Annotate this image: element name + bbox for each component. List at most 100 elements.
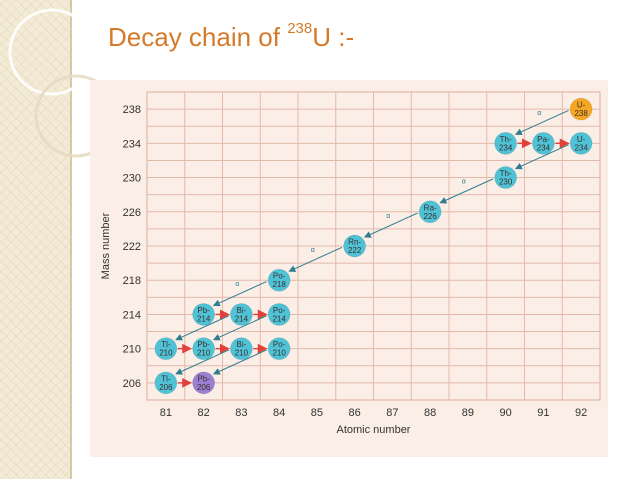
nuclide-node: Pa-234 (531, 131, 555, 155)
alpha-decay-arrow (175, 315, 230, 341)
y-tick-label: 210 (123, 344, 141, 356)
nuclide-node: Po-210 (267, 337, 291, 361)
x-tick-label: 91 (537, 407, 549, 419)
nuclide-circle (267, 268, 291, 292)
y-tick-label: 230 (123, 173, 141, 185)
alpha-decay-arrow (439, 178, 494, 204)
nuclide-mass: 210 (272, 349, 286, 358)
y-tick-label: 214 (123, 309, 141, 321)
nuclide-mass: 234 (499, 143, 513, 152)
nuclide-circle (494, 131, 518, 155)
nuclide-circle (569, 97, 593, 121)
nuclide-mass: 234 (537, 143, 551, 152)
nuclide-mass: 214 (272, 314, 286, 323)
nuclide-symbol: Bi- (236, 340, 246, 349)
nuclide-symbol: Tl- (161, 340, 171, 349)
nuclide-circle (267, 302, 291, 326)
alpha-label: α (537, 110, 541, 117)
nuclide-mass: 210 (197, 349, 211, 358)
x-tick-label: 90 (500, 407, 512, 419)
nuclide-circle (343, 234, 367, 258)
nuclide-node: Ra-226 (418, 200, 442, 224)
y-tick-label: 226 (123, 207, 141, 219)
nuclide-node: Tl-206 (154, 371, 178, 395)
y-tick-label: 234 (123, 138, 141, 150)
alpha-label: α (235, 281, 239, 288)
alpha-decay-arrow (175, 349, 230, 375)
nuclide-mass: 218 (272, 280, 286, 289)
alpha-decay-arrow (363, 212, 418, 238)
nuclide-node: Bi-210 (229, 337, 253, 361)
nuclide-node: Rn-222 (343, 234, 367, 258)
y-tick-label: 206 (123, 378, 141, 390)
alpha-label: α (311, 247, 315, 254)
nuclide-node: Pb-214 (192, 302, 216, 326)
x-tick-label: 81 (160, 407, 172, 419)
nuclide-symbol: Po- (273, 306, 286, 315)
nuclide-circle (192, 337, 216, 361)
x-tick-label: 82 (198, 407, 210, 419)
x-tick-label: 84 (273, 407, 285, 419)
nuclide-node: Po-218 (267, 268, 291, 292)
nuclide-mass: 222 (348, 246, 362, 255)
nuclide-mass: 206 (197, 383, 211, 392)
nuclide-circle (569, 131, 593, 155)
alpha-decay-arrow (212, 349, 267, 375)
nuclide-node: Th-230 (494, 166, 518, 190)
nuclide-node: U-234 (569, 131, 593, 155)
alpha-decay-arrow (212, 281, 267, 307)
strip-border (70, 0, 72, 479)
nuclide-symbol: Tl- (161, 374, 171, 383)
slide-title: Decay chain of 238U :- (108, 20, 355, 52)
nuclide-symbol: Pb- (197, 306, 210, 315)
nuclide-symbol: Pa- (537, 135, 550, 144)
nuclide-node: Po-214 (267, 302, 291, 326)
nuclide-circle (192, 371, 216, 395)
nuclide-node: Pb-206 (192, 371, 216, 395)
nuclide-mass: 214 (197, 314, 211, 323)
x-tick-label: 87 (386, 407, 398, 419)
nuclide-node: Th-234 (494, 131, 518, 155)
alpha-decay-arrow (288, 246, 343, 272)
y-tick-label: 222 (123, 241, 141, 253)
nuclide-circle (229, 302, 253, 326)
nuclide-node: U-238 (569, 97, 593, 121)
x-axis-label: Atomic number (337, 424, 411, 436)
title-mass-superscript: 238 (287, 20, 313, 37)
nuclide-mass: 210 (235, 349, 249, 358)
nuclide-symbol: Th- (500, 169, 512, 178)
nuclide-mass: 206 (159, 383, 173, 392)
nuclide-symbol: Th- (500, 135, 512, 144)
nuclide-circle (531, 131, 555, 155)
nuclide-symbol: U- (577, 101, 586, 110)
nuclide-mass: 214 (235, 314, 249, 323)
x-tick-label: 85 (311, 407, 323, 419)
nuclide-symbol: Bi- (236, 306, 246, 315)
x-tick-label: 83 (235, 407, 247, 419)
alpha-decay-arrow (514, 109, 569, 136)
nuclide-circle (154, 337, 178, 361)
nuclide-symbol: Pb- (197, 340, 210, 349)
nuclide-node: Tl-210 (154, 337, 178, 361)
decay-chain-chart: αααααααααα U-238Th-234Pa-234U-234Th-230R… (100, 91, 601, 436)
nuclide-node: Pb-210 (192, 337, 216, 361)
nuclide-circle (267, 337, 291, 361)
nuclide-circle (192, 302, 216, 326)
nuclide-mass: 234 (574, 143, 588, 152)
nuclide-mass: 226 (423, 212, 437, 221)
x-tick-label: 88 (424, 407, 436, 419)
x-tick-label: 89 (462, 407, 474, 419)
x-tick-label: 86 (349, 407, 361, 419)
y-axis-label: Mass number (100, 212, 112, 279)
nuclide-mass: 230 (499, 178, 513, 187)
decay-chain-figure: αααααααααα U-238Th-234Pa-234U-234Th-230R… (90, 80, 608, 457)
alpha-decay-arrow (514, 144, 569, 170)
nuclide-mass: 238 (574, 109, 588, 118)
nuclide-circle (154, 371, 178, 395)
nuclide-symbol: Ra- (424, 203, 437, 212)
nuclide-node: Bi-214 (229, 302, 253, 326)
alpha-decay-arrow (212, 315, 267, 341)
nuclide-circle (229, 337, 253, 361)
nuclide-symbol: U- (577, 135, 586, 144)
y-tick-label: 218 (123, 275, 141, 287)
